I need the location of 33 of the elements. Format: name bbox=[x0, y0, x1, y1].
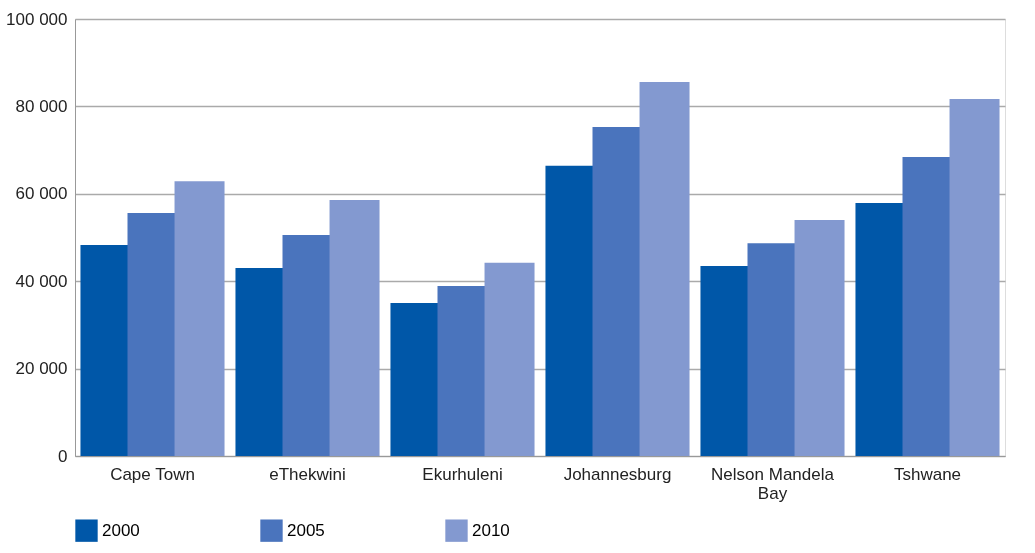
y-tick-label: 0 bbox=[58, 446, 68, 466]
bar bbox=[794, 220, 845, 456]
bar bbox=[329, 199, 380, 456]
bar bbox=[390, 303, 441, 456]
bar bbox=[747, 243, 798, 456]
bar bbox=[545, 165, 596, 456]
x-tick-label: Nelson Mandela Bay bbox=[711, 464, 835, 503]
bar bbox=[127, 213, 178, 456]
bar bbox=[639, 81, 690, 456]
bar bbox=[282, 234, 333, 456]
x-tick-label: Cape Town bbox=[110, 464, 195, 484]
bar bbox=[902, 157, 953, 456]
bar bbox=[949, 98, 1000, 456]
x-tick-label: Ekurhuleni bbox=[422, 464, 503, 484]
bar bbox=[80, 244, 131, 456]
bar bbox=[235, 268, 286, 456]
x-tick-label: Tshwane bbox=[893, 464, 962, 484]
legend-label: 2005 bbox=[287, 520, 325, 540]
bar bbox=[700, 265, 751, 456]
y-tick-label: 100 000 bbox=[6, 9, 68, 29]
bar bbox=[855, 202, 906, 456]
x-tick-label: eThekwini bbox=[269, 464, 346, 484]
bar bbox=[174, 181, 225, 456]
y-tick-label: 80 000 bbox=[15, 96, 68, 116]
x-tick-label: Johannesburg bbox=[563, 464, 672, 484]
bar bbox=[484, 262, 535, 456]
y-tick-label: 60 000 bbox=[15, 184, 68, 204]
bar bbox=[437, 286, 488, 456]
y-tick-label: 20 000 bbox=[15, 359, 68, 379]
y-tick-label: 40 000 bbox=[15, 271, 68, 291]
legend-label: 2010 bbox=[472, 520, 510, 540]
legend-label: 2000 bbox=[102, 520, 140, 540]
bar bbox=[592, 126, 643, 456]
